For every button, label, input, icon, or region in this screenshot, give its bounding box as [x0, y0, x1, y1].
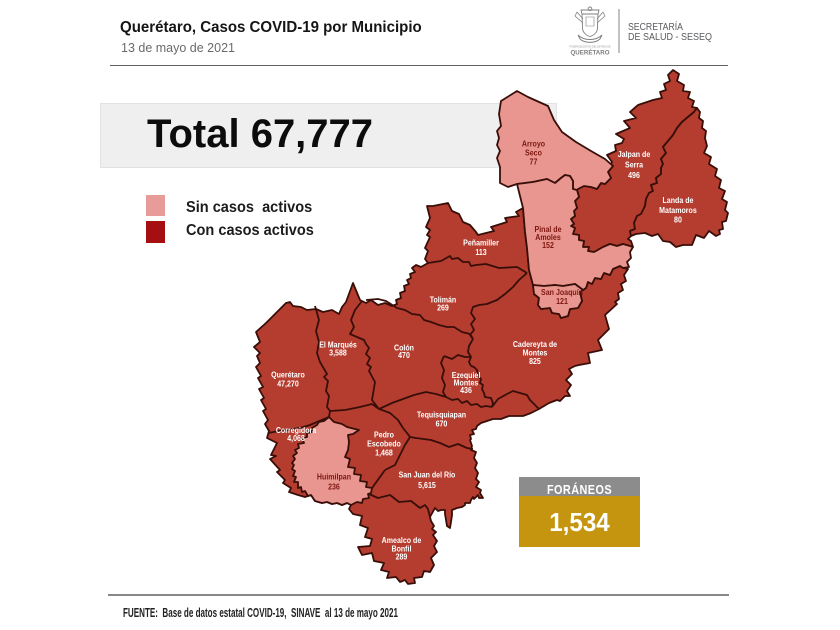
svg-text:QUERÉTARO: QUERÉTARO — [571, 48, 610, 57]
svg-text:Colón: Colón — [394, 343, 414, 353]
svg-text:SECRETARÍA: SECRETARÍA — [628, 20, 683, 33]
svg-text:Seco: Seco — [525, 148, 542, 158]
svg-text:Cadereyta de: Cadereyta de — [513, 339, 558, 349]
svg-text:Corregidora: Corregidora — [276, 425, 317, 435]
svg-text:236: 236 — [328, 482, 340, 492]
svg-text:Matamoros: Matamoros — [659, 205, 697, 215]
svg-text:289: 289 — [396, 552, 408, 562]
svg-text:Serra: Serra — [625, 160, 644, 170]
svg-text:Montes: Montes — [454, 378, 479, 388]
svg-text:80: 80 — [674, 215, 682, 225]
svg-text:3,588: 3,588 — [329, 348, 347, 358]
svg-text:DE SALUD - SESEQ: DE SALUD - SESEQ — [628, 32, 712, 43]
svg-text:Peñamiller: Peñamiller — [463, 238, 499, 248]
svg-text:Ezequiel: Ezequiel — [452, 370, 481, 380]
svg-text:Tolimán: Tolimán — [430, 295, 457, 305]
svg-text:Tequisquiapan: Tequisquiapan — [417, 410, 466, 420]
svg-text:1,468: 1,468 — [375, 448, 393, 458]
svg-text:Querétaro: Querétaro — [271, 370, 305, 380]
svg-text:47,270: 47,270 — [277, 379, 299, 389]
svg-text:4,068: 4,068 — [287, 433, 305, 443]
svg-text:5,615: 5,615 — [418, 480, 436, 490]
svg-text:El Marqués: El Marqués — [319, 340, 357, 350]
svg-text:Bonfil: Bonfil — [391, 544, 411, 554]
svg-text:825: 825 — [529, 356, 541, 366]
svg-text:496: 496 — [628, 170, 640, 180]
svg-text:470: 470 — [398, 350, 410, 360]
svg-text:Amoles: Amoles — [535, 232, 561, 242]
svg-text:269: 269 — [437, 303, 449, 313]
svg-text:77: 77 — [530, 157, 538, 167]
svg-text:670: 670 — [436, 419, 448, 429]
svg-text:152: 152 — [542, 240, 554, 250]
svg-text:PODER EJECUTIVO DEL ESTADO DE: PODER EJECUTIVO DEL ESTADO DE — [570, 45, 611, 49]
svg-text:Pedro: Pedro — [374, 430, 394, 440]
svg-text:Landa de: Landa de — [663, 195, 695, 205]
svg-text:436: 436 — [460, 385, 472, 395]
svg-text:121: 121 — [556, 296, 568, 306]
svg-text:San Joaquín: San Joaquín — [541, 287, 583, 297]
svg-text:113: 113 — [475, 247, 487, 257]
svg-text:Huimilpan: Huimilpan — [317, 472, 351, 482]
svg-text:Arroyo: Arroyo — [522, 139, 545, 149]
svg-text:Pinal de: Pinal de — [534, 224, 562, 234]
svg-text:Amealco de: Amealco de — [382, 535, 422, 545]
svg-text:Montes: Montes — [523, 348, 548, 358]
svg-text:Jalpan de: Jalpan de — [618, 149, 651, 159]
svg-text:San Juan del Río: San Juan del Río — [399, 470, 456, 480]
svg-text:Escobedo: Escobedo — [367, 439, 401, 449]
